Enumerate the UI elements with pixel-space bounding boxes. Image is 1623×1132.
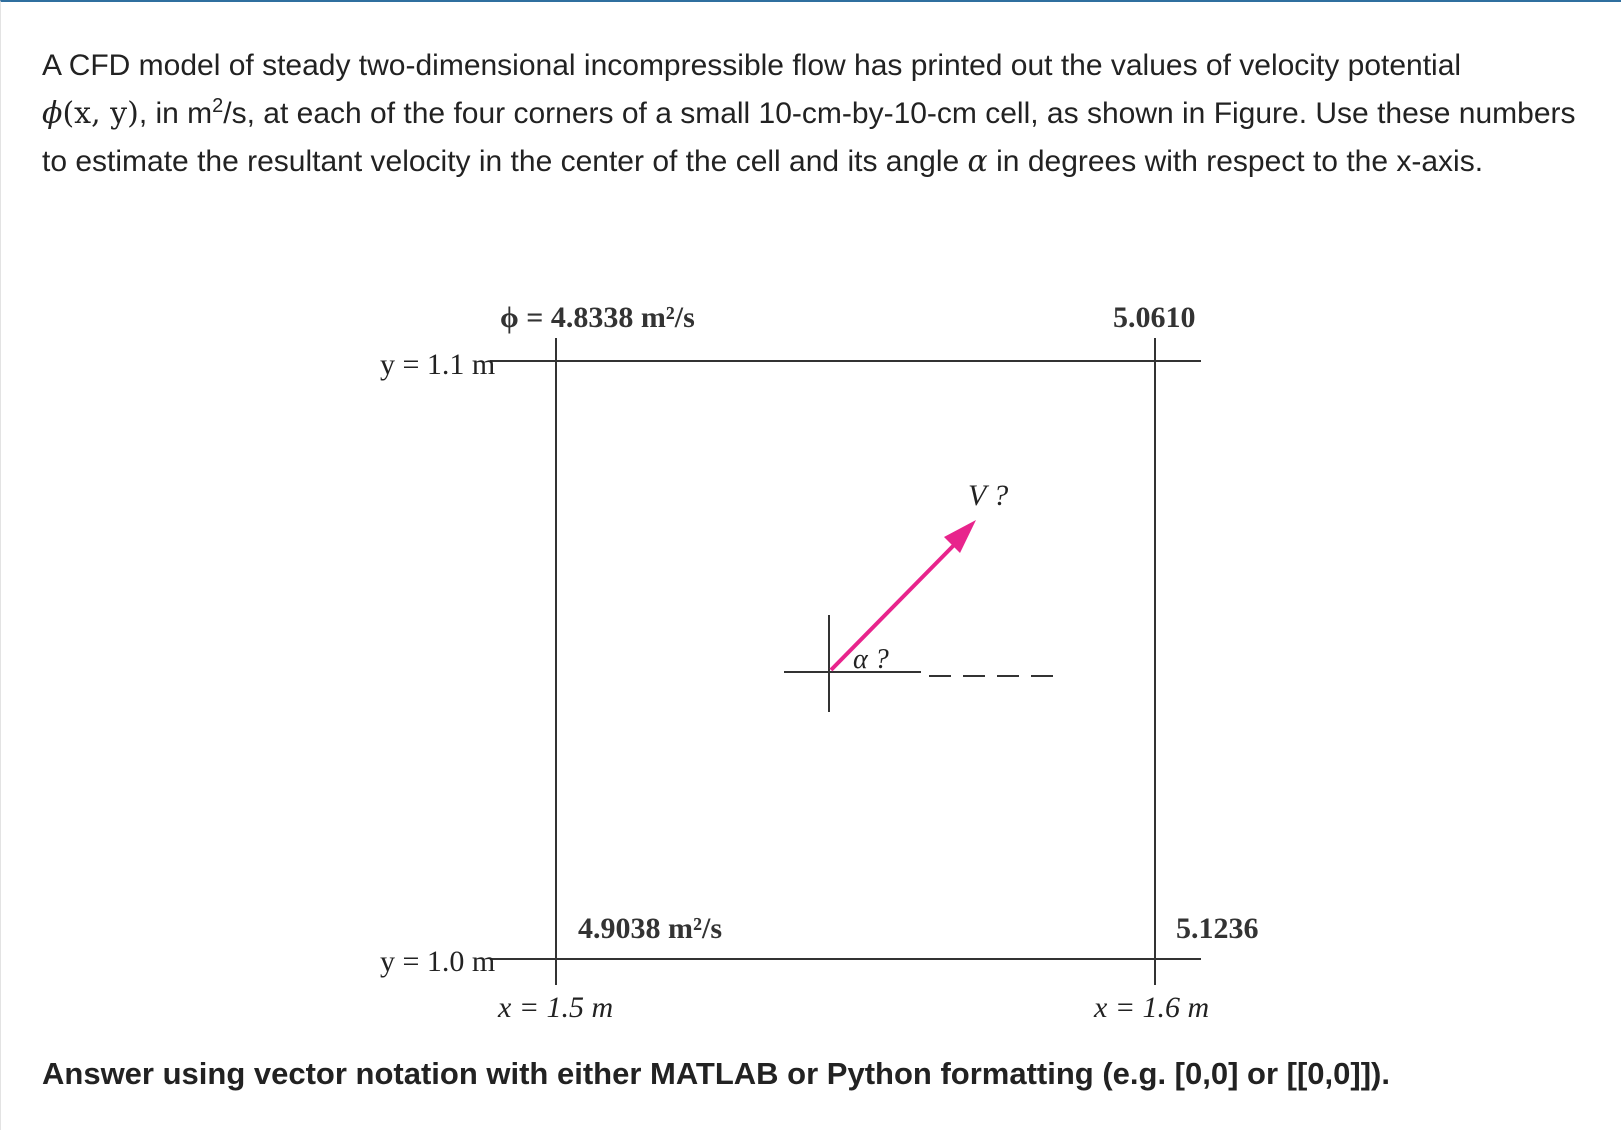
problem-text-part4: in degrees with respect to the x-axis. [996, 145, 1484, 178]
phi-args: (x, y) [62, 96, 139, 131]
problem-text-part3: /s, at each of the four corners of a sma… [42, 97, 1576, 178]
answer-instructions: Answer using vector notation with either… [42, 1056, 1390, 1091]
problem-statement: A CFD model of steady two-dimensional in… [42, 42, 1602, 186]
problem-text-part1: A CFD model of steady two-dimensional in… [42, 49, 1462, 82]
unit-exponent: 2 [212, 95, 224, 117]
phi-function: ϕ(x, y) [42, 96, 139, 131]
phi-symbol: ϕ [42, 96, 63, 131]
problem-text-part2: , in m [138, 97, 213, 130]
alpha-symbol: α [967, 144, 988, 179]
